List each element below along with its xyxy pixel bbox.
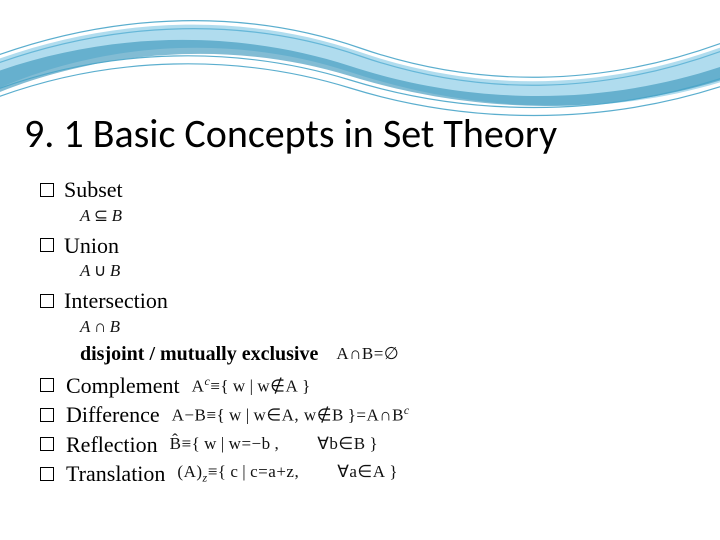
formula-intersection-text: A∩B <box>80 317 121 337</box>
label-union: Union <box>64 232 119 260</box>
item-intersection: Intersection <box>40 287 680 315</box>
item-difference: Difference A−B≡{ w | w∈A, w∉B }=A∩Bc <box>40 401 680 429</box>
formula-union: A∪B <box>40 261 680 281</box>
header-decoration <box>0 0 720 110</box>
bullet-icon <box>40 408 54 422</box>
item-translation: Translation (A)z≡{ c | c=a+z, ∀a∈A } <box>40 460 680 488</box>
wave-svg <box>0 0 720 120</box>
label-subset: Subset <box>64 176 123 204</box>
bullet-icon <box>40 378 54 392</box>
bullet-icon <box>40 294 54 308</box>
label-reflection: Reflection <box>66 431 158 459</box>
formula-difference: A−B≡{ w | w∈A, w∉B }=A∩Bc <box>168 403 410 426</box>
slide-title: 9. 1 Basic Concepts in Set Theory <box>24 112 557 156</box>
formula-disjoint: A∩B=∅ <box>332 344 399 364</box>
item-union: Union <box>40 232 680 260</box>
bullet-icon <box>40 238 54 252</box>
label-difference: Difference <box>66 401 160 429</box>
label-disjoint: disjoint / mutually exclusive <box>80 343 326 366</box>
title-text: 9. 1 Basic Concepts in Set Theory <box>24 109 557 158</box>
content-body: Subset A⊆B Union A∪B Intersection A∩B <box>40 174 680 490</box>
item-reflection: Reflection B̂≡{ w | w=−b , ∀b∈B } <box>40 431 680 459</box>
formula-subset: A⊆B <box>40 206 680 226</box>
bullet-icon <box>40 183 54 197</box>
formula-complement: Ac≡{ w | w∉A } <box>188 374 311 397</box>
item-complement: Complement Ac≡{ w | w∉A } <box>40 372 680 400</box>
item-subset: Subset <box>40 176 680 204</box>
label-translation: Translation <box>66 460 165 488</box>
formula-union-text: A∪B <box>80 261 121 281</box>
slide: 9. 1 Basic Concepts in Set Theory Subset… <box>0 0 720 540</box>
bullet-icon <box>40 467 54 481</box>
formula-subset-text: A⊆B <box>80 206 123 226</box>
label-intersection: Intersection <box>64 287 168 315</box>
formula-translation: (A)z≡{ c | c=a+z, ∀a∈A } <box>173 462 398 485</box>
bullet-icon <box>40 437 54 451</box>
formula-intersection: A∩B <box>40 317 680 337</box>
formula-reflection: B̂≡{ w | w=−b , ∀b∈B } <box>166 434 379 454</box>
label-complement: Complement <box>66 372 180 400</box>
item-disjoint: disjoint / mutually exclusive A∩B=∅ <box>40 343 680 366</box>
